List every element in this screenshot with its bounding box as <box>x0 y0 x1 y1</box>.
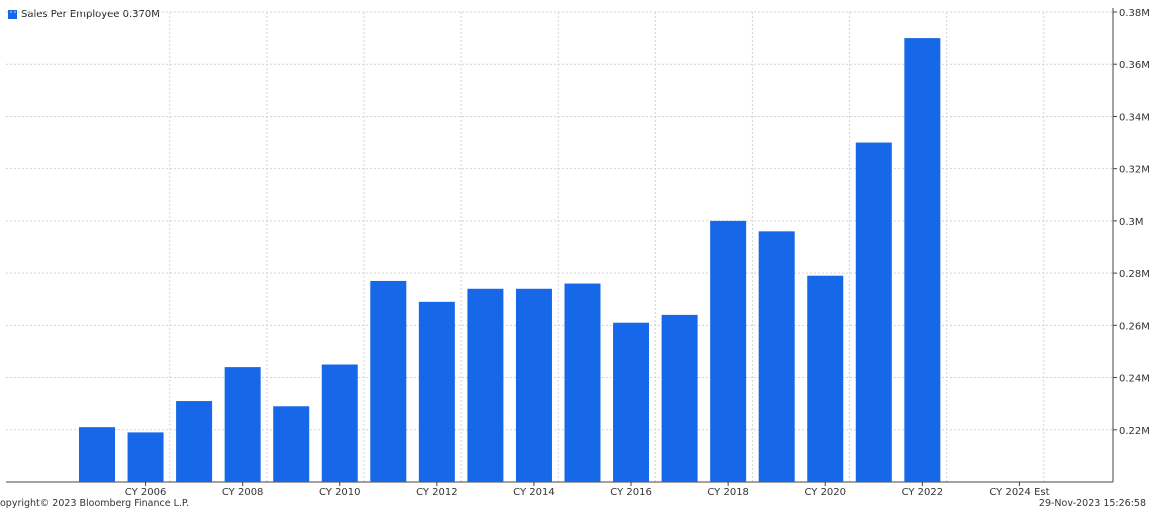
timestamp-text: 29-Nov-2023 15:26:58 <box>1038 498 1146 509</box>
bar <box>176 401 213 482</box>
y-tick-label: 0.26M <box>1119 321 1150 332</box>
x-tick-label: CY 2014 <box>513 487 555 498</box>
y-tick-label: 0.28M <box>1119 269 1150 280</box>
bar <box>127 432 164 482</box>
legend-swatch <box>8 10 17 19</box>
bar <box>661 314 698 482</box>
legend: Sales Per Employee 0.370M <box>8 9 160 20</box>
bar <box>564 283 601 482</box>
y-tick-label: 0.34M <box>1119 112 1150 123</box>
y-tick-label: 0.32M <box>1119 165 1150 176</box>
bar <box>855 142 892 483</box>
x-tick-label: CY 2010 <box>319 487 361 498</box>
x-tick-label: CY 2020 <box>804 487 846 498</box>
bar <box>418 301 455 482</box>
y-tick-label: 0.38M <box>1119 8 1150 19</box>
bar <box>710 220 747 482</box>
legend-label: Sales Per Employee 0.370M <box>21 9 160 20</box>
bar <box>321 364 358 482</box>
copyright-text: opyright© 2023 Bloomberg Finance L.P. <box>0 498 190 509</box>
bar <box>515 288 552 482</box>
y-tick-label: 0.3M <box>1119 217 1144 228</box>
y-tick-label: 0.36M <box>1119 60 1150 71</box>
bar <box>807 275 844 482</box>
bar <box>224 367 261 482</box>
bar <box>79 427 115 482</box>
x-tick-label: CY 2022 <box>902 487 944 498</box>
y-tick-label: 0.22M <box>1119 426 1150 437</box>
bar <box>613 322 650 482</box>
x-tick-label: CY 2008 <box>222 487 264 498</box>
x-tick-label: CY 2012 <box>416 487 458 498</box>
x-tick-label: CY 2006 <box>125 487 167 498</box>
x-tick-label: CY 2018 <box>707 487 749 498</box>
x-tick-label: CY 2016 <box>610 487 652 498</box>
bar <box>273 406 310 482</box>
bar <box>758 231 795 482</box>
x-tick-label: CY 2024 Est <box>989 487 1049 498</box>
bar <box>467 288 504 482</box>
bar <box>904 38 941 482</box>
y-tick-label: 0.24M <box>1119 374 1150 385</box>
bar <box>370 280 407 482</box>
